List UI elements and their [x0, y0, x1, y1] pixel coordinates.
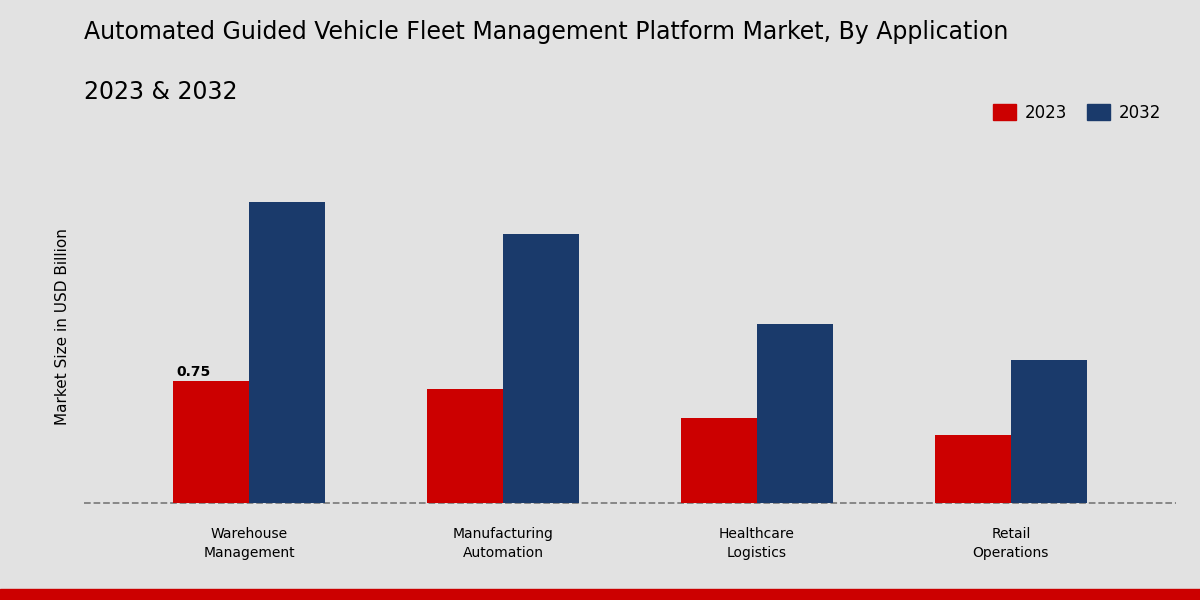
Text: 2023 & 2032: 2023 & 2032	[84, 80, 238, 104]
Bar	[173, 381, 250, 503]
Y-axis label: Market Size in USD Billion: Market Size in USD Billion	[55, 228, 70, 425]
Bar	[757, 324, 833, 503]
Legend: 2023, 2032: 2023, 2032	[986, 97, 1168, 128]
Text: Automated Guided Vehicle Fleet Management Platform Market, By Application: Automated Guided Vehicle Fleet Managemen…	[84, 20, 1008, 44]
Bar	[680, 418, 757, 503]
Bar	[250, 202, 325, 503]
Bar	[427, 389, 503, 503]
Bar	[503, 234, 580, 503]
Text: 0.75: 0.75	[176, 365, 211, 379]
Bar	[935, 434, 1010, 503]
Bar	[1010, 359, 1087, 503]
